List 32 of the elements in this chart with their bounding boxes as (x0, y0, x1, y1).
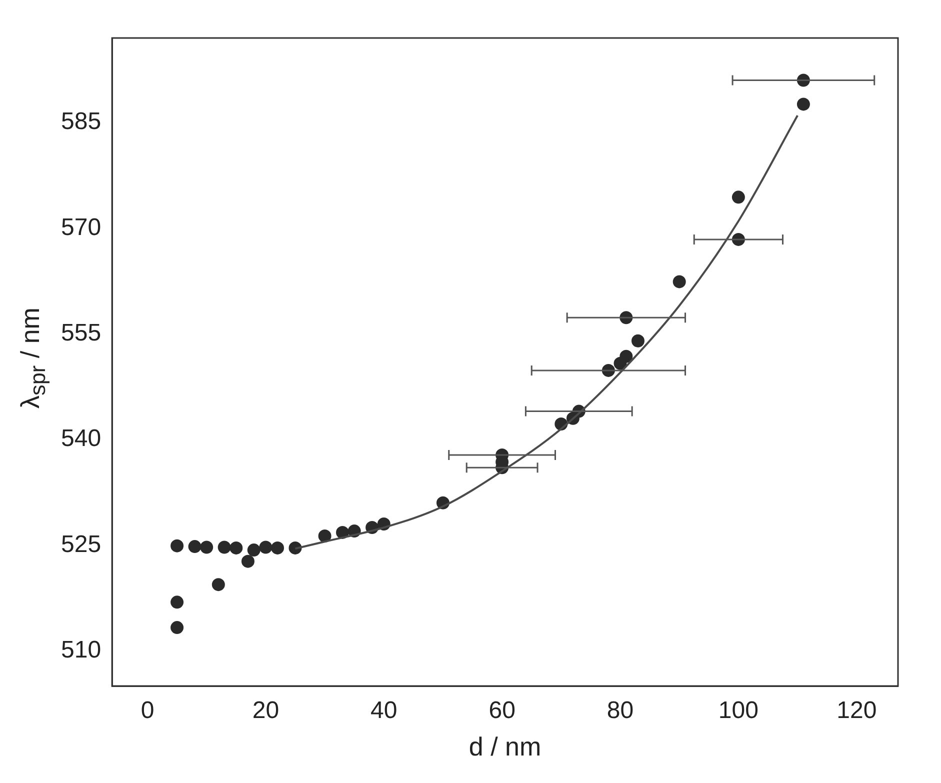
point (241, 554, 254, 568)
y-tick-label: 570 (60, 214, 102, 241)
x-tick-label: 0 (140, 697, 154, 724)
point (230, 541, 243, 554)
point (796, 98, 810, 111)
x-tick-label: 60 (488, 697, 516, 724)
point (259, 540, 272, 554)
point (247, 544, 260, 557)
point (170, 596, 184, 609)
point (631, 334, 644, 348)
point (170, 539, 184, 552)
y-tick-label: 525 (60, 530, 102, 558)
x-tick-label: 40 (370, 697, 398, 724)
point (672, 275, 686, 288)
y-tick-label: 555 (60, 319, 102, 346)
y-tick-label: 510 (60, 636, 102, 664)
point (271, 541, 284, 554)
y-tick-label: 585 (60, 108, 102, 136)
point (732, 190, 745, 204)
point (218, 540, 231, 554)
point (212, 578, 225, 592)
point (620, 350, 633, 363)
x-tick-label: 20 (252, 697, 280, 724)
point (318, 529, 332, 542)
x-tick-label: 100 (718, 697, 758, 724)
point (188, 540, 202, 554)
point (170, 621, 184, 634)
x-tick-label: 80 (606, 697, 634, 724)
x-axis-title: d / nm (468, 732, 542, 762)
point (200, 540, 214, 554)
y-tick-label: 540 (60, 425, 102, 452)
x-tick-label: 120 (836, 697, 877, 724)
